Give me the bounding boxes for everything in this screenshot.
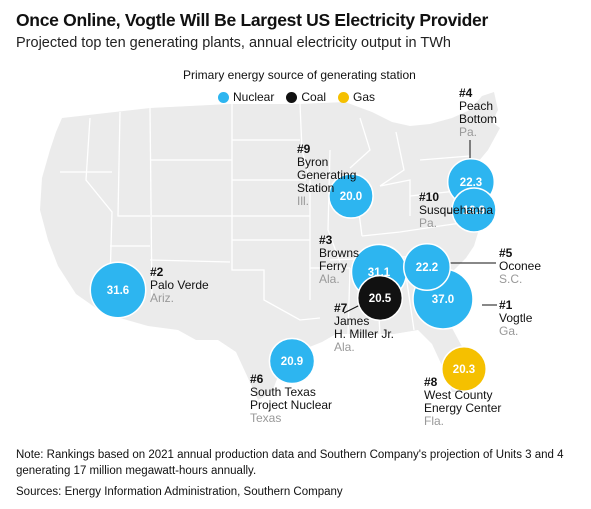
legend-item-coal: Coal [286,90,326,104]
plant-name-rank-2-0: Palo Verde [150,278,209,292]
plant-name-rank-9-0: Byron [297,155,328,169]
bubble-value-rank-7: 20.5 [369,293,392,305]
bubble-value-rank-9: 20.0 [340,191,362,203]
rank-label-rank-3: #3 [319,233,333,247]
chart-subtitle: Projected top ten generating plants, ann… [16,35,451,51]
chart-note: Note: Rankings based on 2021 annual prod… [16,449,564,477]
plant-state-rank-4: Pa. [459,125,477,139]
plant-state-rank-3: Ala. [319,272,340,286]
plant-name-rank-6-1: Project Nuclear [250,398,332,412]
legend-item-nuclear: Nuclear [218,90,274,104]
rank-label-rank-1: #1 [499,298,513,312]
plant-name-rank-3-0: Browns [319,246,359,260]
state-boundaries [60,103,471,335]
bubble-rank-6 [268,337,316,385]
plant-name-rank-9-1: Generating [297,168,356,182]
bubble-value-rank-8: 20.3 [453,364,475,376]
bubble-value-rank-2: 31.6 [107,285,129,297]
plant-bubbles: 37.031.631.122.322.220.920.520.320.019.9 [89,157,497,392]
coal-swatch [286,91,298,103]
gas-swatch [338,91,350,103]
us-outline [40,92,500,400]
plant-name-rank-4-1: Bottom [459,112,497,126]
plant-state-rank-6: Texas [250,411,281,425]
bubble-rank-7 [356,274,404,322]
rank-label-rank-9: #9 [297,142,311,156]
bubble-rank-2 [89,261,147,319]
legend-title: Primary energy source of generating stat… [183,68,416,82]
legend-label-gas: Gas [353,90,376,104]
chart-title: Once Online, Vogtle Will Be Largest US E… [16,10,488,30]
bubble-rank-8 [441,346,487,392]
chart-source: Sources: Energy Information Administrati… [16,486,343,498]
plant-name-rank-5-0: Oconee [499,259,541,273]
plant-name-rank-10-0: Susquehanna [419,203,493,217]
rank-label-rank-10: #10 [419,190,439,204]
bubble-rank-10 [451,187,497,233]
rank-label-rank-5: #5 [499,246,513,260]
plant-name-rank-4-0: Peach [459,99,493,113]
bubble-value-rank-4: 22.3 [460,177,482,189]
bubble-value-rank-6: 20.9 [281,356,303,368]
plant-name-rank-1-0: Vogtle [499,311,533,325]
bubble-value-rank-10: 19.9 [463,205,485,217]
plant-state-rank-8: Fla. [424,414,444,428]
plant-name-rank-6-0: South Texas [250,385,316,399]
bubble-value-rank-1: 37.0 [432,294,454,306]
plant-state-rank-1: Ga. [499,324,518,338]
plant-name-rank-8-1: Energy Center [424,401,501,415]
rank-label-rank-4: #4 [459,86,473,100]
rank-label-rank-8: #8 [424,375,438,389]
rank-label-rank-7: #7 [334,301,348,315]
plant-state-rank-5: S.C. [499,272,522,286]
legend: Nuclear Coal Gas [218,90,375,104]
bubble-rank-9 [328,173,374,219]
legend-label-coal: Coal [301,90,327,104]
leader-rank-7 [343,304,361,314]
plant-name-rank-7-1: H. Miller Jr. [334,327,394,341]
plant-name-rank-7-0: James [334,314,369,328]
plant-state-rank-2: Ariz. [150,291,174,305]
plant-state-rank-7: Ala. [334,340,355,354]
rank-label-rank-2: #2 [150,265,164,279]
plant-name-rank-8-0: West County [424,388,492,402]
bubble-rank-5 [403,243,451,291]
us-basemap [40,92,500,400]
bubble-value-rank-5: 22.2 [416,262,438,274]
plant-name-rank-3-1: Ferry [319,259,347,273]
plant-name-rank-9-2: Station [297,181,334,195]
nuclear-swatch [218,91,229,103]
legend-label-nuclear: Nuclear [233,90,275,104]
legend-item-gas: Gas [338,90,375,104]
plant-state-rank-10: Pa. [419,216,437,230]
rank-label-rank-6: #6 [250,372,264,386]
plant-state-rank-9: Ill. [297,194,309,208]
